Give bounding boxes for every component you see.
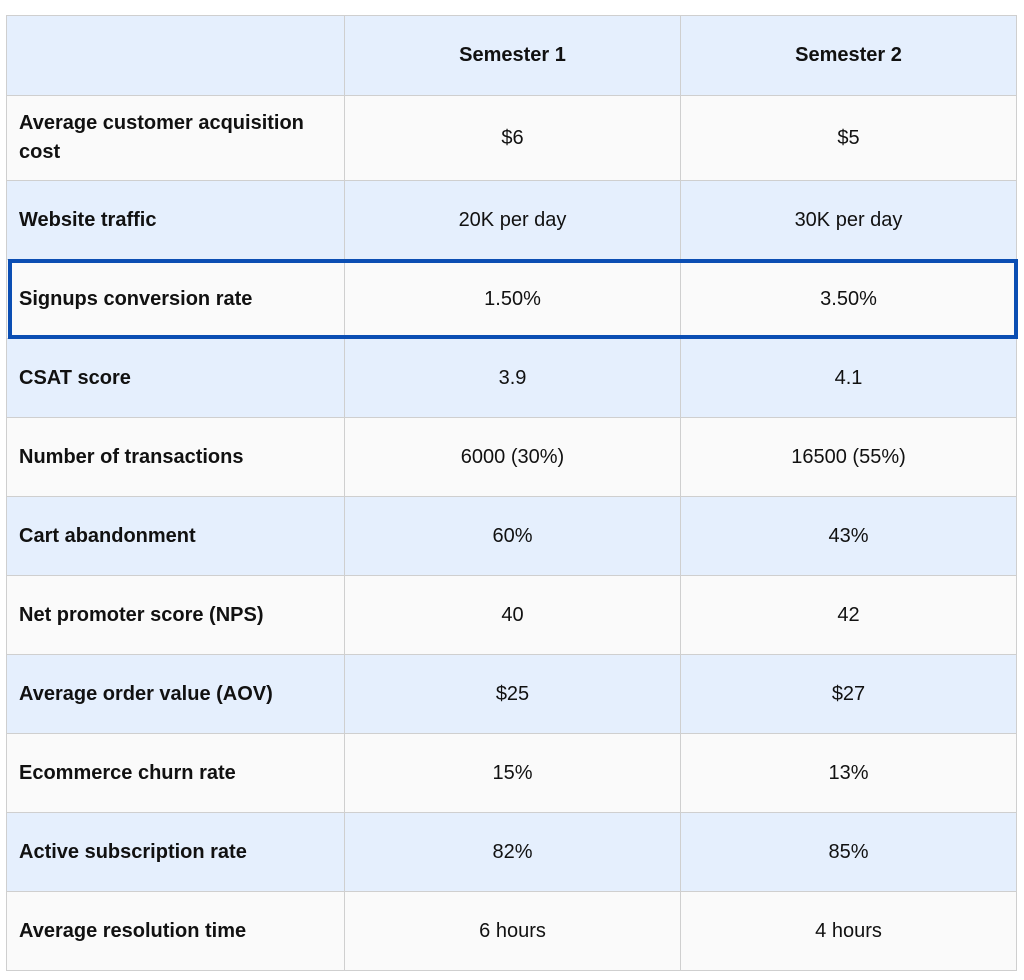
semester-2-value: 30K per day <box>680 180 1017 260</box>
table-row: Average resolution time 6 hours 4 hours <box>6 891 1017 971</box>
semester-1-value: 20K per day <box>344 180 681 260</box>
semester-1-value: 60% <box>344 496 681 576</box>
table-row: CSAT score 3.9 4.1 <box>6 338 1017 418</box>
table-header-row: Semester 1 Semester 2 <box>6 15 1017 96</box>
metric-label: Ecommerce churn rate <box>6 733 345 813</box>
metric-label: Website traffic <box>6 180 345 260</box>
header-semester-1: Semester 1 <box>344 15 681 96</box>
table-row: Active subscription rate 82% 85% <box>6 812 1017 892</box>
semester-1-value: 15% <box>344 733 681 813</box>
table-row: Cart abandonment 60% 43% <box>6 496 1017 576</box>
header-semester-2: Semester 2 <box>680 15 1017 96</box>
semester-2-value: 42 <box>680 575 1017 655</box>
metric-label: Active subscription rate <box>6 812 345 892</box>
semester-2-value: $5 <box>680 95 1017 181</box>
semester-1-value: $6 <box>344 95 681 181</box>
semester-2-value: 43% <box>680 496 1017 576</box>
metric-label: Average order value (AOV) <box>6 654 345 734</box>
metric-label: CSAT score <box>6 338 345 418</box>
table-row: Ecommerce churn rate 15% 13% <box>6 733 1017 813</box>
table-row-highlighted: Signups conversion rate 1.50% 3.50% <box>6 259 1017 339</box>
metric-label: Average customer acquisition cost <box>6 95 345 181</box>
metric-label: Average resolution time <box>6 891 345 971</box>
table-row: Net promoter score (NPS) 40 42 <box>6 575 1017 655</box>
semester-2-value: $27 <box>680 654 1017 734</box>
metric-label: Signups conversion rate <box>6 259 345 339</box>
semester-1-value: 82% <box>344 812 681 892</box>
semester-1-value: 6 hours <box>344 891 681 971</box>
table-row: Website traffic 20K per day 30K per day <box>6 180 1017 260</box>
table-row: Average customer acquisition cost $6 $5 <box>6 95 1017 181</box>
metric-label: Number of transactions <box>6 417 345 497</box>
semester-2-value: 85% <box>680 812 1017 892</box>
metric-label: Cart abandonment <box>6 496 345 576</box>
semester-1-value: $25 <box>344 654 681 734</box>
table-row: Number of transactions 6000 (30%) 16500 … <box>6 417 1017 497</box>
semester-2-value: 4 hours <box>680 891 1017 971</box>
semester-2-value: 16500 (55%) <box>680 417 1017 497</box>
semester-1-value: 6000 (30%) <box>344 417 681 497</box>
table-row: Average order value (AOV) $25 $27 <box>6 654 1017 734</box>
semester-2-value: 13% <box>680 733 1017 813</box>
metrics-table: Semester 1 Semester 2 Average customer a… <box>6 15 1017 971</box>
metrics-table-container: Semester 1 Semester 2 Average customer a… <box>6 15 1018 971</box>
semester-1-value: 3.9 <box>344 338 681 418</box>
metric-label: Net promoter score (NPS) <box>6 575 345 655</box>
header-metric-column <box>6 15 345 96</box>
semester-2-value: 3.50% <box>680 259 1017 339</box>
semester-1-value: 40 <box>344 575 681 655</box>
semester-2-value: 4.1 <box>680 338 1017 418</box>
semester-1-value: 1.50% <box>344 259 681 339</box>
